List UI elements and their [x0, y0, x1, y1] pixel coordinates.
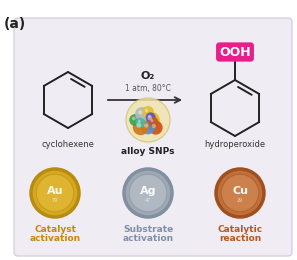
Circle shape	[142, 106, 154, 118]
Circle shape	[36, 174, 74, 212]
Circle shape	[129, 174, 167, 212]
Circle shape	[138, 120, 141, 123]
Text: (a): (a)	[4, 17, 26, 31]
Circle shape	[133, 119, 149, 135]
Text: Ag: Ag	[140, 186, 156, 196]
Text: Catalytic: Catalytic	[217, 225, 263, 234]
Text: 79: 79	[52, 198, 58, 203]
Text: Cu: Cu	[232, 186, 248, 196]
Circle shape	[124, 169, 172, 217]
Text: OOH: OOH	[219, 46, 251, 58]
Circle shape	[138, 110, 143, 114]
Circle shape	[148, 115, 151, 118]
Circle shape	[152, 124, 156, 128]
Text: Catalyst: Catalyst	[34, 225, 76, 234]
Circle shape	[145, 109, 148, 112]
Circle shape	[144, 112, 160, 128]
Text: Au: Au	[47, 186, 63, 196]
Text: 1 atm, 80°C: 1 atm, 80°C	[125, 83, 171, 93]
Circle shape	[146, 112, 156, 122]
Circle shape	[148, 117, 158, 127]
Circle shape	[126, 98, 170, 142]
Circle shape	[132, 117, 135, 120]
Circle shape	[31, 169, 79, 217]
Circle shape	[135, 107, 149, 121]
Circle shape	[151, 119, 154, 122]
Circle shape	[147, 116, 152, 120]
Text: cyclohexene: cyclohexene	[42, 140, 94, 149]
Circle shape	[135, 118, 146, 128]
FancyBboxPatch shape	[14, 18, 292, 256]
Circle shape	[216, 169, 264, 217]
Circle shape	[148, 121, 163, 135]
Circle shape	[221, 174, 259, 212]
Circle shape	[136, 123, 141, 128]
Text: O₂: O₂	[141, 71, 155, 81]
Text: activation: activation	[29, 234, 80, 243]
Text: 29: 29	[237, 198, 243, 203]
Text: activation: activation	[122, 234, 173, 243]
Text: reaction: reaction	[219, 234, 261, 243]
Text: 47: 47	[145, 198, 151, 203]
Circle shape	[144, 124, 148, 128]
Text: hydroperoxide: hydroperoxide	[204, 140, 266, 149]
Text: Substrate: Substrate	[123, 225, 173, 234]
Text: alloy SNPs: alloy SNPs	[121, 147, 175, 156]
Circle shape	[129, 114, 141, 126]
Circle shape	[141, 120, 155, 134]
